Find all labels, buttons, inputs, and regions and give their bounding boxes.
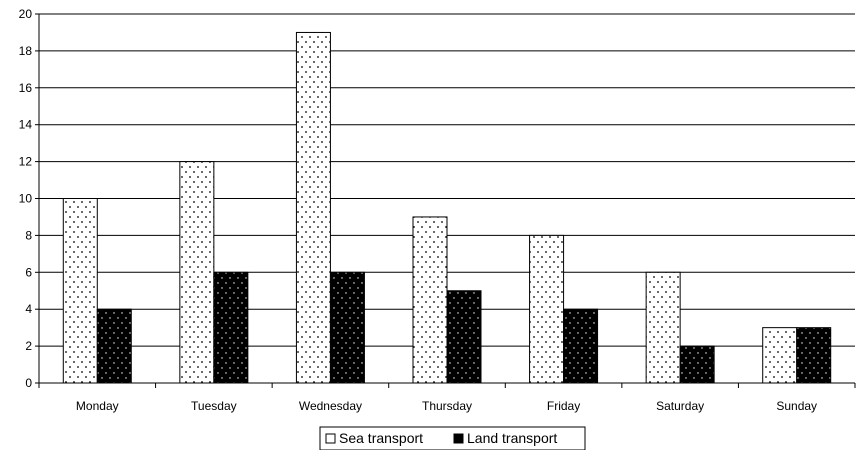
y-tick-label: 18 [19,44,33,58]
bar-land-saturday [679,345,715,384]
bar-land-sunday [796,327,832,384]
bar-sea-friday [529,234,565,384]
bar-sea-sunday [762,327,798,384]
y-tick-label: 14 [19,118,33,132]
x-tick-label: Friday [547,399,580,413]
y-tick-label: 16 [19,81,33,95]
y-tick-label: 6 [25,265,32,279]
bar-land-tuesday [213,271,249,384]
x-tick-label: Thursday [422,399,472,413]
y-tick-label: 20 [19,7,33,21]
legend-label-sea: Sea transport [339,430,423,446]
gridlines [39,13,855,347]
y-tick-label: 10 [19,192,33,206]
x-tick-label: Monday [76,399,119,413]
x-tick-label: Saturday [656,399,704,413]
x-tick-label: Sunday [776,399,817,413]
bar-sea-tuesday [179,161,215,384]
legend-swatch-sea [325,433,336,444]
x-tick-labels: Monday Tuesday Wednesday Thursday Friday Satu… [76,399,817,413]
bar-sea-monday [62,198,98,384]
bar-sea-wednesday [295,31,331,384]
bar-sea-saturday [645,271,681,384]
legend-swatch-land [453,433,464,444]
x-tick-label: Wednesday [299,399,362,413]
bars [62,31,832,384]
legend: Sea transport Land transport [319,426,586,451]
legend-label-land: Land transport [467,430,557,446]
y-tick-labels: 0 2 4 6 8 10 12 14 16 18 20 [19,7,39,390]
bar-land-monday [96,308,132,384]
bar-land-friday [563,308,599,384]
y-tick-label: 2 [25,339,32,353]
bar-land-thursday [446,290,482,384]
y-tick-label: 4 [25,302,32,316]
y-tick-label: 8 [25,228,32,242]
y-tick-label: 12 [19,155,33,169]
bar-land-wednesday [329,271,365,384]
y-tick-label: 0 [25,376,32,390]
x-tick-label: Tuesday [191,399,237,413]
bar-sea-thursday [412,216,448,384]
